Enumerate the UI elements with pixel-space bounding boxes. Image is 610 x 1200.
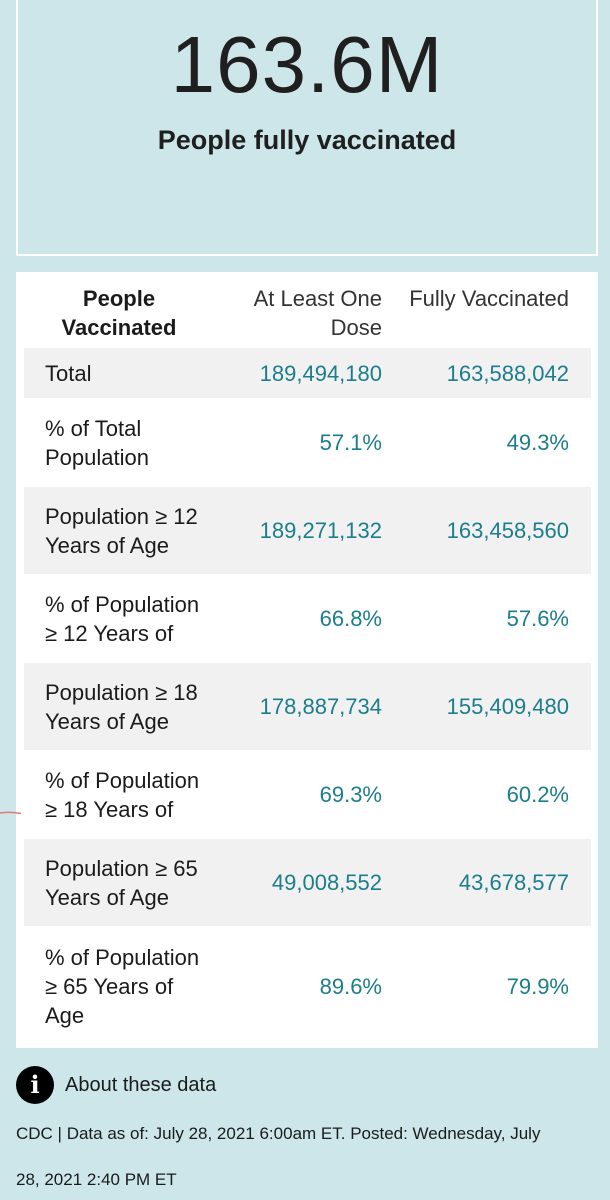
row-label: Population ≥ 18 Years of Age xyxy=(24,663,214,750)
fully-vaccinated-value: 49.3% xyxy=(506,430,569,455)
about-data-link[interactable]: i About these data xyxy=(16,1066,416,1104)
table-row: % of Population ≥ 65 Years of Age 89.6% … xyxy=(24,926,591,1046)
at-least-one-dose-value: 189,494,180 xyxy=(214,348,404,398)
fully-vaccinated-value: 57.6% xyxy=(506,606,569,631)
info-icon: i xyxy=(16,1066,54,1104)
at-least-one-dose-value: 89.6% xyxy=(319,973,382,999)
at-least-one-dose-value: 49,008,552 xyxy=(214,839,404,926)
row-label: Total xyxy=(24,348,214,398)
hero-summary: 163.6M People fully vaccinated xyxy=(16,0,598,256)
at-least-one-dose-value: 189,271,132 xyxy=(214,487,404,574)
row-label: % of Population ≥ 18 Years of xyxy=(45,767,200,822)
table-row: Population ≥ 12 Years of Age 189,271,132… xyxy=(24,487,591,574)
data-source-footer: CDC | Data as of: July 28, 2021 6:00am E… xyxy=(16,1120,596,1194)
at-least-one-dose-value: 178,887,734 xyxy=(214,663,404,750)
row-label: % of Population ≥ 65 Years of Age xyxy=(45,944,200,1028)
about-data-label: About these data xyxy=(65,1074,217,1096)
table-header-row: People Vaccinated At Least One Dose Full… xyxy=(24,282,591,348)
row-label: Population ≥ 12 Years of Age xyxy=(24,487,214,574)
header-people-vaccinated: People Vaccinated xyxy=(61,286,177,340)
row-label: Population ≥ 65 Years of Age xyxy=(24,839,214,926)
header-fully-vaccinated: Fully Vaccinated xyxy=(409,286,569,311)
fully-vaccinated-value: 163,588,042 xyxy=(404,348,591,398)
fully-vaccinated-value: 60.2% xyxy=(506,782,569,807)
fully-vaccinated-value: 79.9% xyxy=(506,973,569,999)
at-least-one-dose-value: 66.8% xyxy=(319,606,382,631)
pen-mark xyxy=(0,811,22,815)
table-row: Population ≥ 65 Years of Age 49,008,552 … xyxy=(24,839,591,926)
table-row: % of Population ≥ 12 Years of 66.8% 57.6… xyxy=(24,574,591,663)
footer-line: 28, 2021 2:40 PM ET xyxy=(16,1170,177,1189)
fully-vaccinated-value: 163,458,560 xyxy=(404,487,591,574)
table-row: Population ≥ 18 Years of Age 178,887,734… xyxy=(24,663,591,750)
at-least-one-dose-value: 69.3% xyxy=(319,782,382,807)
table-row: % of Total Population 57.1% 49.3% xyxy=(24,398,591,487)
fully-vaccinated-label: People fully vaccinated xyxy=(157,125,457,155)
row-label: % of Total Population xyxy=(45,415,149,470)
footer-line: CDC | Data as of: July 28, 2021 6:00am E… xyxy=(16,1124,541,1143)
vaccination-table-card: People Vaccinated At Least One Dose Full… xyxy=(16,272,598,1048)
header-at-least-one-dose: At Least One Dose xyxy=(253,286,382,340)
fully-vaccinated-value: 43,678,577 xyxy=(404,839,591,926)
vaccination-table: People Vaccinated At Least One Dose Full… xyxy=(24,282,591,1046)
table-row: % of Population ≥ 18 Years of 69.3% 60.2… xyxy=(24,750,591,839)
at-least-one-dose-value: 57.1% xyxy=(319,430,382,455)
row-label: % of Population ≥ 12 Years of xyxy=(45,591,200,646)
table-row: Total 189,494,180 163,588,042 xyxy=(24,348,591,398)
fully-vaccinated-count: 163.6M xyxy=(170,20,444,109)
fully-vaccinated-value: 155,409,480 xyxy=(404,663,591,750)
